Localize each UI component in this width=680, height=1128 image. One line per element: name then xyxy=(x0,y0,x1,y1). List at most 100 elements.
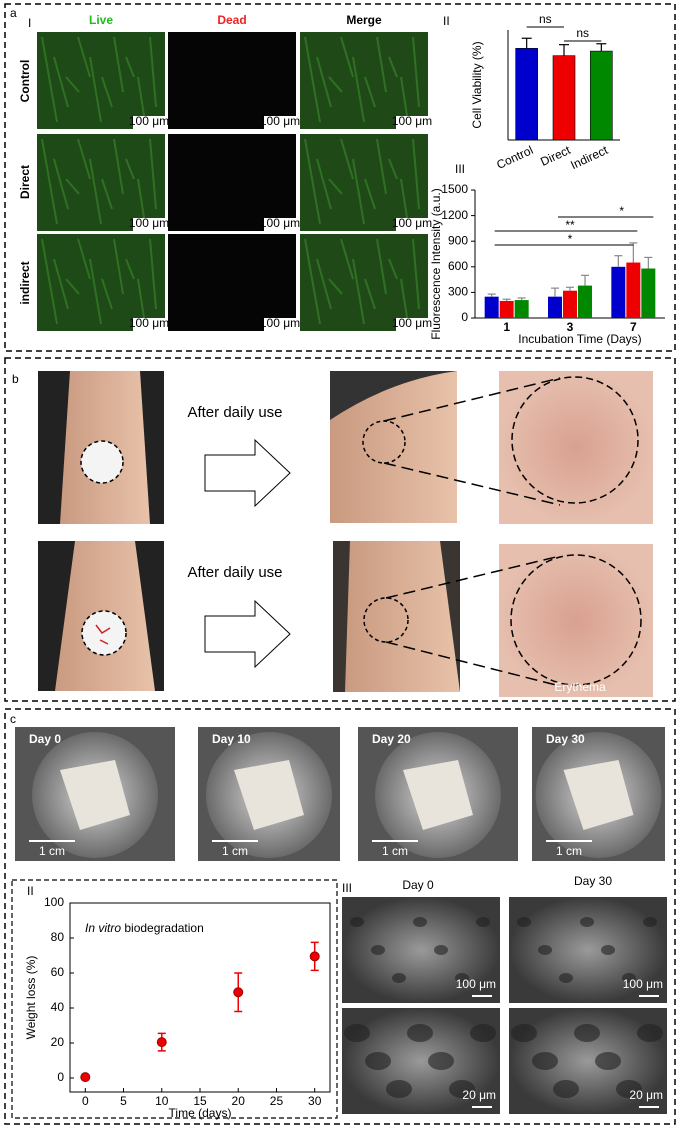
photo-zoom xyxy=(499,371,653,524)
scale-bar-label: 100 μm xyxy=(456,977,496,991)
pore xyxy=(350,917,364,927)
photo xyxy=(330,371,457,523)
x-tick-label: 0 xyxy=(82,1094,89,1108)
scale-bar-label: 100 μm xyxy=(260,316,300,330)
pore xyxy=(643,917,657,927)
column-header: Day 0 xyxy=(402,878,434,892)
pore xyxy=(574,1024,600,1042)
texture xyxy=(304,238,321,325)
y-tick-label: 20 xyxy=(51,1035,65,1049)
bar xyxy=(641,268,656,318)
scale-bar-label: 100 μm xyxy=(392,216,432,230)
bar xyxy=(578,285,592,318)
pore xyxy=(365,1052,391,1070)
texture xyxy=(316,158,332,210)
texture xyxy=(41,36,58,123)
photo-zoom xyxy=(499,544,653,697)
texture xyxy=(340,138,354,180)
texture xyxy=(328,278,343,295)
scale-bar-label: 1 cm xyxy=(382,844,408,858)
scale-bar-label: 100 μm xyxy=(260,216,300,230)
texture xyxy=(388,56,398,78)
y-tick-label: 1500 xyxy=(441,182,468,196)
caption: After daily use xyxy=(187,404,283,421)
texture xyxy=(149,36,157,108)
row-header: Direct xyxy=(18,165,32,199)
y-tick-label: 600 xyxy=(448,259,468,273)
y-tick-label: 900 xyxy=(448,233,468,247)
pore xyxy=(434,945,448,955)
pore xyxy=(476,917,490,927)
point xyxy=(156,1037,167,1048)
x-tick-label: 15 xyxy=(193,1094,207,1108)
subpanel-label: II xyxy=(27,884,34,898)
annotation-italic: In vitro xyxy=(85,921,121,935)
pore xyxy=(559,973,573,983)
x-tick-label: 25 xyxy=(270,1094,284,1108)
photo xyxy=(38,541,164,691)
pore xyxy=(511,1024,537,1042)
point xyxy=(80,1072,91,1083)
texture xyxy=(125,56,135,78)
sample xyxy=(234,760,304,830)
caption: After daily use xyxy=(187,564,283,581)
significance-label: ns xyxy=(539,12,552,26)
zoom-circle xyxy=(510,554,642,686)
scale-bar-label: 20 μm xyxy=(629,1088,663,1102)
texture xyxy=(125,158,135,180)
scale-bar-label: 100 μm xyxy=(392,316,432,330)
micrograph xyxy=(168,234,296,331)
photo-label: Day 0 xyxy=(29,732,61,746)
pore xyxy=(601,945,615,955)
scale-bar-label: 100 μm xyxy=(129,114,169,128)
y-tick-label: 300 xyxy=(448,285,468,299)
texture xyxy=(113,36,124,93)
texture xyxy=(41,238,58,325)
texture xyxy=(412,36,420,108)
texture xyxy=(364,178,376,210)
row-header: indirect xyxy=(18,261,32,304)
texture xyxy=(388,258,398,280)
subpanel-frame xyxy=(11,879,338,1119)
texture xyxy=(352,158,365,225)
subpanel-label: I xyxy=(28,16,31,30)
y-tick-label: 0 xyxy=(461,310,468,324)
pore xyxy=(580,917,594,927)
scale-bg xyxy=(396,116,428,129)
photo xyxy=(333,541,460,692)
pore xyxy=(538,945,552,955)
texture xyxy=(53,158,69,210)
bar xyxy=(590,50,613,141)
texture xyxy=(149,238,157,310)
scale-bg xyxy=(396,318,428,331)
texture xyxy=(101,278,113,310)
texture xyxy=(328,76,343,93)
texture xyxy=(316,258,332,310)
annotation-text: biodegradation xyxy=(124,921,203,935)
y-tick-label: 100 xyxy=(44,895,64,909)
scale-bg xyxy=(133,318,165,331)
scale-bar-label: 100 μm xyxy=(623,977,663,991)
texture xyxy=(400,76,409,123)
pore xyxy=(455,973,469,983)
photo-label: Day 10 xyxy=(212,732,251,746)
y-tick-label: 80 xyxy=(51,930,65,944)
sem-image xyxy=(509,897,667,1003)
sample xyxy=(563,760,634,830)
x-tick-label: Control xyxy=(494,143,535,172)
texture xyxy=(352,258,365,325)
point xyxy=(309,951,320,962)
pore xyxy=(344,1024,370,1042)
bar xyxy=(552,55,576,141)
texture xyxy=(137,178,146,225)
scale-bg xyxy=(264,318,296,331)
pore xyxy=(517,917,531,927)
pore xyxy=(622,973,636,983)
texture xyxy=(89,258,102,325)
y-axis-label: Fluorescence Intensity (a.u.) xyxy=(429,188,443,339)
texture xyxy=(89,158,102,225)
column-header: Dead xyxy=(217,13,246,27)
arrow xyxy=(204,438,291,669)
scale-bar-label: 100 μm xyxy=(129,316,169,330)
